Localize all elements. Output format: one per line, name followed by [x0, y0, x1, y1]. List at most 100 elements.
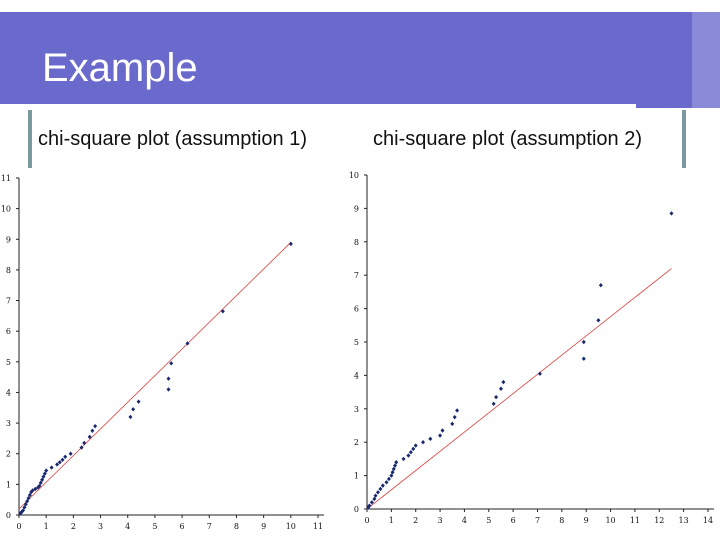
- data-point: [406, 453, 411, 458]
- caption-right: chi-square plot (assumption 2): [373, 128, 643, 150]
- y-tick-label: 4: [354, 371, 359, 380]
- data-point: [394, 460, 399, 465]
- y-tick-label: 5: [354, 338, 359, 347]
- data-point: [30, 488, 35, 493]
- data-point: [79, 445, 84, 450]
- y-tick-label: 11: [1, 174, 11, 183]
- x-tick-label: 11: [313, 522, 323, 531]
- data-point: [49, 465, 54, 470]
- x-tick-label: 3: [98, 522, 103, 531]
- data-point: [82, 440, 87, 446]
- data-point: [450, 421, 455, 427]
- right-divider: [682, 110, 686, 190]
- data-point: [136, 399, 141, 404]
- data-point: [68, 451, 73, 456]
- data-point: [40, 477, 45, 482]
- data-point: [452, 414, 457, 420]
- data-point: [438, 433, 443, 438]
- data-point: [38, 480, 43, 486]
- x-tick-label: 2: [413, 516, 418, 525]
- left-divider: [28, 110, 32, 190]
- y-tick-label: 7: [354, 271, 359, 280]
- y-tick-label: 2: [6, 450, 11, 459]
- title-bar-accent: [692, 12, 720, 108]
- y-tick-label: 9: [354, 204, 359, 213]
- x-tick-label: 1: [44, 522, 49, 531]
- data-point: [373, 493, 378, 498]
- x-tick-label: 10: [605, 516, 615, 525]
- data-point: [185, 341, 190, 346]
- x-tick-label: 14: [703, 516, 713, 525]
- x-tick-label: 4: [125, 522, 130, 531]
- data-point: [494, 394, 499, 400]
- data-point: [598, 283, 603, 288]
- data-point: [166, 387, 171, 392]
- y-tick-label: 8: [354, 238, 359, 247]
- x-tick-label: 8: [234, 522, 239, 531]
- y-tick-label: 2: [354, 438, 359, 447]
- y-tick-label: 7: [6, 297, 11, 306]
- y-tick-label: 10: [349, 171, 359, 180]
- data-point: [33, 486, 38, 492]
- data-point: [128, 414, 133, 420]
- data-point: [378, 486, 383, 492]
- data-point: [37, 483, 42, 489]
- data-point: [21, 508, 26, 513]
- data-point: [428, 436, 433, 442]
- data-point: [220, 309, 225, 314]
- data-point: [26, 495, 31, 501]
- data-point: [408, 450, 413, 455]
- data-point: [380, 483, 385, 488]
- data-point: [369, 500, 374, 505]
- y-tick-label: 5: [6, 358, 11, 367]
- data-point: [413, 443, 418, 448]
- data-point: [669, 211, 674, 216]
- x-tick-label: 13: [679, 516, 689, 525]
- x-tick-label: 2: [71, 522, 76, 531]
- data-point: [367, 503, 372, 508]
- data-point: [42, 471, 47, 476]
- data-point: [581, 356, 586, 361]
- y-tick-label: 4: [6, 388, 11, 397]
- x-tick-label: 9: [261, 522, 266, 531]
- reference-line: [366, 268, 672, 510]
- data-point: [581, 339, 586, 345]
- x-tick-label: 0: [16, 522, 21, 531]
- data-point: [87, 434, 92, 440]
- data-point: [421, 440, 426, 445]
- y-tick-label: 3: [354, 405, 359, 414]
- x-tick-label: 6: [511, 516, 516, 525]
- y-tick-label: 0: [354, 505, 359, 514]
- data-point: [27, 492, 32, 498]
- caption-left: chi-square plot (assumption 1): [38, 128, 308, 150]
- y-tick-label: 8: [6, 266, 11, 275]
- data-point: [491, 401, 496, 406]
- x-tick-label: 0: [364, 516, 369, 525]
- y-tick-label: 1: [6, 480, 11, 489]
- title-bar: Example: [0, 12, 692, 108]
- data-point: [501, 379, 506, 385]
- x-tick-label: 4: [462, 516, 467, 525]
- data-point: [29, 489, 34, 495]
- y-tick-label: 3: [6, 419, 11, 428]
- reference-line: [18, 242, 292, 510]
- data-point: [41, 474, 46, 479]
- data-point: [596, 318, 601, 323]
- data-point: [131, 407, 136, 412]
- data-point: [372, 496, 377, 502]
- y-tick-label: 1: [354, 472, 359, 481]
- data-point: [386, 476, 391, 482]
- y-tick-label: 6: [354, 305, 359, 314]
- data-point: [93, 423, 98, 429]
- data-point: [90, 428, 95, 433]
- data-point: [384, 480, 389, 485]
- data-point: [25, 499, 30, 504]
- data-point: [391, 466, 396, 472]
- x-tick-label: 3: [438, 516, 443, 525]
- x-tick-label: 1: [389, 516, 394, 525]
- data-point: [22, 505, 27, 510]
- x-tick-label: 10: [286, 522, 296, 531]
- x-tick-label: 12: [654, 516, 664, 525]
- x-tick-label: 6: [180, 522, 185, 531]
